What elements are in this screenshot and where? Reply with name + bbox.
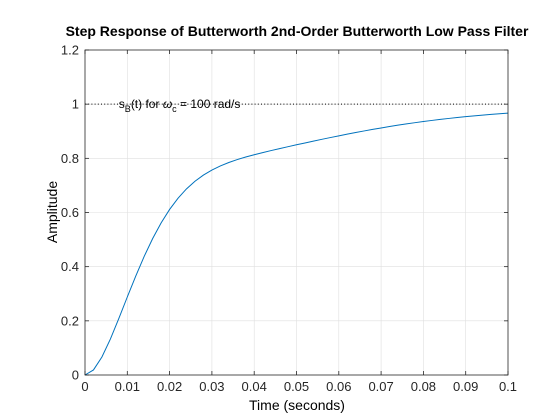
x-tick-label: 0.05 xyxy=(284,379,309,394)
annotation-s-subscript: B xyxy=(125,104,131,114)
annotation-label: sB(t) for ωc = 100 rad/s xyxy=(119,97,241,114)
y-axis-label: Amplitude xyxy=(44,181,60,243)
y-tick-label: 1.2 xyxy=(61,43,79,58)
step-response-line xyxy=(84,112,509,376)
tick-marks xyxy=(84,49,509,376)
x-tick-labels: 0 0.01 0.02 0.03 0.04 0.05 0.06 0.07 0.08 0.09 0.1 xyxy=(81,379,517,394)
y-tick-label: 0.8 xyxy=(61,151,79,166)
x-tick-label: 0.1 xyxy=(499,379,517,394)
y-tick-label: 0.2 xyxy=(61,313,79,328)
x-tick-label: 0 xyxy=(81,379,88,394)
x-tick-label: 0.08 xyxy=(411,379,436,394)
y-tick-label: 1 xyxy=(72,97,79,112)
x-tick-label: 0.03 xyxy=(199,379,224,394)
annotation-tail-text: = 100 rad/s xyxy=(177,97,241,111)
x-tick-label: 0.09 xyxy=(453,379,478,394)
x-tick-label: 0.01 xyxy=(115,379,140,394)
y-tick-labels: 0 0.2 0.4 0.6 0.8 1 1.2 xyxy=(61,43,79,383)
series-group xyxy=(84,112,509,376)
annotation-omega-subscript: c xyxy=(172,104,177,114)
x-tick-label: 0.02 xyxy=(157,379,182,394)
chart-title: Step Response of Butterworth 2nd-Order B… xyxy=(66,23,529,39)
y-tick-label: 0 xyxy=(72,368,79,383)
annotation-omega: ω xyxy=(163,97,172,111)
x-tick-label: 0.06 xyxy=(326,379,351,394)
y-tick-label: 0.6 xyxy=(61,205,79,220)
annotation-s: s xyxy=(119,97,125,111)
x-axis-label: Time (seconds) xyxy=(249,397,345,413)
x-tick-label: 0.04 xyxy=(242,379,267,394)
annotation-middle-text: (t) for xyxy=(131,97,163,111)
x-tick-label: 0.07 xyxy=(368,379,393,394)
y-tick-label: 0.4 xyxy=(61,259,79,274)
